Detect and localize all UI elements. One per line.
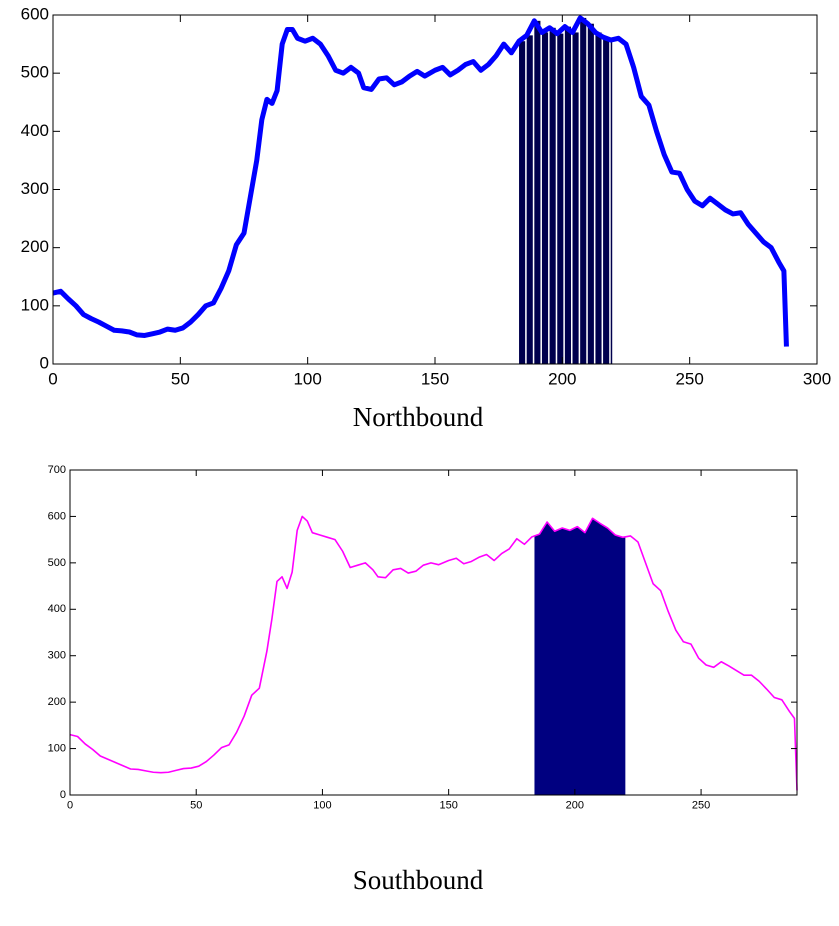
y-tick-label: 0 xyxy=(60,789,66,801)
y-tick-label: 200 xyxy=(48,696,66,708)
x-tick-label: 150 xyxy=(421,370,449,389)
y-tick-label: 400 xyxy=(48,603,66,615)
x-tick-label: 300 xyxy=(803,370,831,389)
shade-bar xyxy=(557,33,564,364)
x-tick-label: 50 xyxy=(171,370,190,389)
x-tick-label: 100 xyxy=(313,799,331,811)
shade-bar xyxy=(526,35,533,364)
axes-frame xyxy=(69,469,798,796)
y-tick-label: 300 xyxy=(21,179,49,198)
y-tick-label: 700 xyxy=(48,464,66,476)
shade-bar xyxy=(610,40,613,365)
y-tick-label: 100 xyxy=(48,742,66,754)
x-tick-label: 150 xyxy=(439,799,457,811)
x-tick-label: 250 xyxy=(675,370,703,389)
x-tick-label: 250 xyxy=(692,799,710,811)
y-tick-label: 100 xyxy=(21,295,49,314)
shade-bar xyxy=(580,17,587,365)
y-tick-label: 500 xyxy=(48,557,66,569)
y-tick-label: 500 xyxy=(21,63,49,82)
shade-area xyxy=(534,518,626,795)
data-line xyxy=(52,15,789,347)
shade-bar xyxy=(603,37,610,364)
x-tick-label: 100 xyxy=(293,370,321,389)
shade-bar xyxy=(564,26,571,365)
shade-bar xyxy=(595,32,602,364)
shade-bar xyxy=(549,27,556,365)
x-label: Southbound xyxy=(353,865,484,895)
axes-frame xyxy=(52,14,818,365)
x-tick-label: 0 xyxy=(67,799,73,811)
shade-bar xyxy=(541,32,549,364)
shade-bar xyxy=(534,20,541,365)
y-tick-label: 600 xyxy=(48,510,66,522)
y-tick-label: 600 xyxy=(21,4,49,23)
y-tick-label: 400 xyxy=(21,121,49,140)
x-tick-label: 0 xyxy=(48,370,57,389)
x-label: Northbound xyxy=(353,402,484,432)
y-tick-label: 200 xyxy=(21,237,49,256)
x-tick-label: 200 xyxy=(548,370,576,389)
x-tick-label: 200 xyxy=(566,799,584,811)
data-line xyxy=(69,515,798,791)
shade-bar xyxy=(519,41,526,365)
x-tick-label: 50 xyxy=(190,799,202,811)
shade-bar xyxy=(587,23,594,364)
y-tick-label: 300 xyxy=(48,650,66,662)
y-tick-label: 0 xyxy=(40,353,49,372)
shade-bar xyxy=(572,32,579,364)
